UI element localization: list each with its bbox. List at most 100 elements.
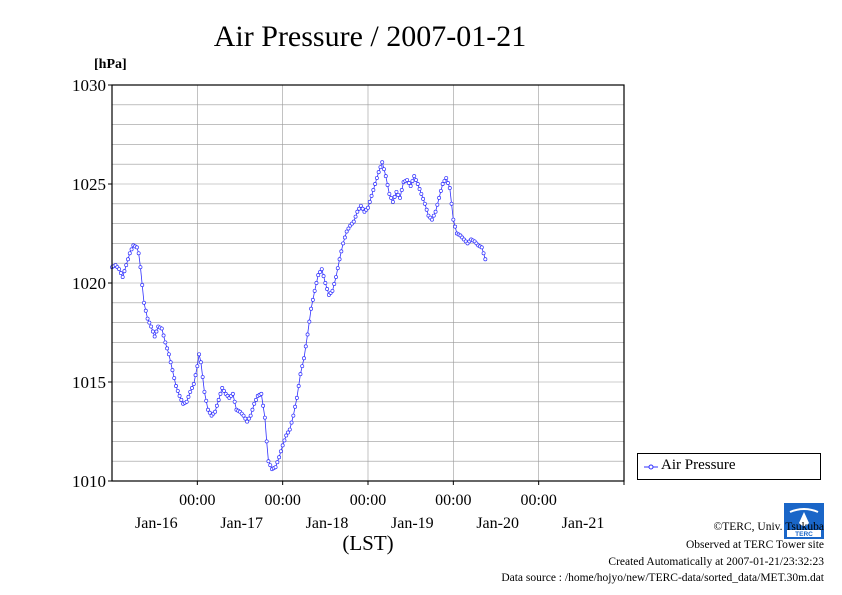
y-tick-label: 1030 [72,76,106,95]
data-point [451,217,456,222]
data-point [330,288,335,293]
observed-text: Observed at TERC Tower site [685,539,824,551]
data-point [408,184,413,188]
data-point [483,257,488,262]
data-point [323,281,328,285]
data-point [360,206,365,211]
data-point [444,176,449,181]
data-point [241,413,246,418]
chart-title: Air Pressure / 2007-01-21 [214,20,526,53]
data-point [188,389,193,394]
data-point [204,398,209,403]
data-point [314,281,319,285]
data-point [142,300,146,305]
y-tick-label: 1015 [72,373,106,392]
data-point [232,399,237,404]
data-point [479,245,484,250]
created-text: Created Automatically at 2007-01-21/23:3… [608,556,824,568]
data-point [127,251,132,256]
legend-label: Air Pressure [661,457,736,473]
data-point [447,186,452,190]
data-point [190,385,194,390]
data-point [197,352,202,357]
data-point [202,389,207,394]
gridlines [112,85,624,481]
data-point [246,416,251,421]
data-point [191,382,196,386]
x-tick-date-label: Jan-18 [306,515,349,532]
data-point [422,201,427,206]
data-point [392,194,397,199]
data-point [200,375,205,379]
data-point [138,265,143,270]
data-point [145,316,150,321]
data-point [414,178,418,182]
data-point [437,195,442,200]
data-series [110,160,488,472]
data-point [163,340,168,345]
data-point [193,373,198,378]
data-point [218,391,223,396]
x-tick-time-label: 00:00 [520,492,556,509]
data-point [353,214,358,219]
data-point [206,407,210,412]
data-point [172,376,177,380]
y-tick-label: 1010 [72,472,106,491]
data-point [168,360,173,365]
x-tick-date-label: Jan-16 [135,515,178,532]
data-point [140,283,145,287]
data-point [259,391,264,396]
data-point [387,191,392,196]
data-point [136,251,141,256]
data-point [335,266,340,271]
data-point [278,449,283,454]
data-point [195,364,200,369]
data-point [438,188,443,193]
data-point [346,226,351,231]
data-point [334,275,338,280]
y-axis-ticks: 1010 1015 1020 1025 1030 [72,76,112,491]
legend-marker [644,464,658,470]
data-point [417,186,422,191]
data-point [294,395,299,400]
data-point [309,306,314,311]
data-point [147,320,152,325]
data-point [380,160,385,165]
data-point [261,403,266,408]
data-point [341,241,346,246]
data-point [177,393,182,398]
data-point [214,403,219,408]
data-point [339,249,344,254]
data-point [291,413,296,418]
data-point [378,165,383,170]
data-point [415,182,420,186]
data-point [161,333,166,338]
data-point [440,182,445,186]
data-point [186,394,191,399]
data-point [184,399,189,404]
data-point [398,195,402,200]
x-tick-date-label: Jan-21 [562,515,605,532]
series-line [111,160,486,470]
data-point [410,179,415,183]
data-point [385,183,390,187]
data-point [143,308,148,313]
data-point [179,397,184,402]
data-point [383,174,388,179]
data-point [357,206,362,211]
data-point [435,202,440,207]
data-point [275,460,280,465]
data-point [134,245,139,250]
data-point [245,419,250,424]
data-point [318,270,322,275]
data-point [325,286,330,291]
x-tick-time-label: 00:00 [179,492,215,509]
terc-logo: TERC [784,503,824,539]
data-point [419,191,424,196]
data-point [442,179,447,183]
data-point [120,275,125,280]
data-point [406,181,411,185]
data-point [332,282,337,286]
data-point [351,219,356,224]
